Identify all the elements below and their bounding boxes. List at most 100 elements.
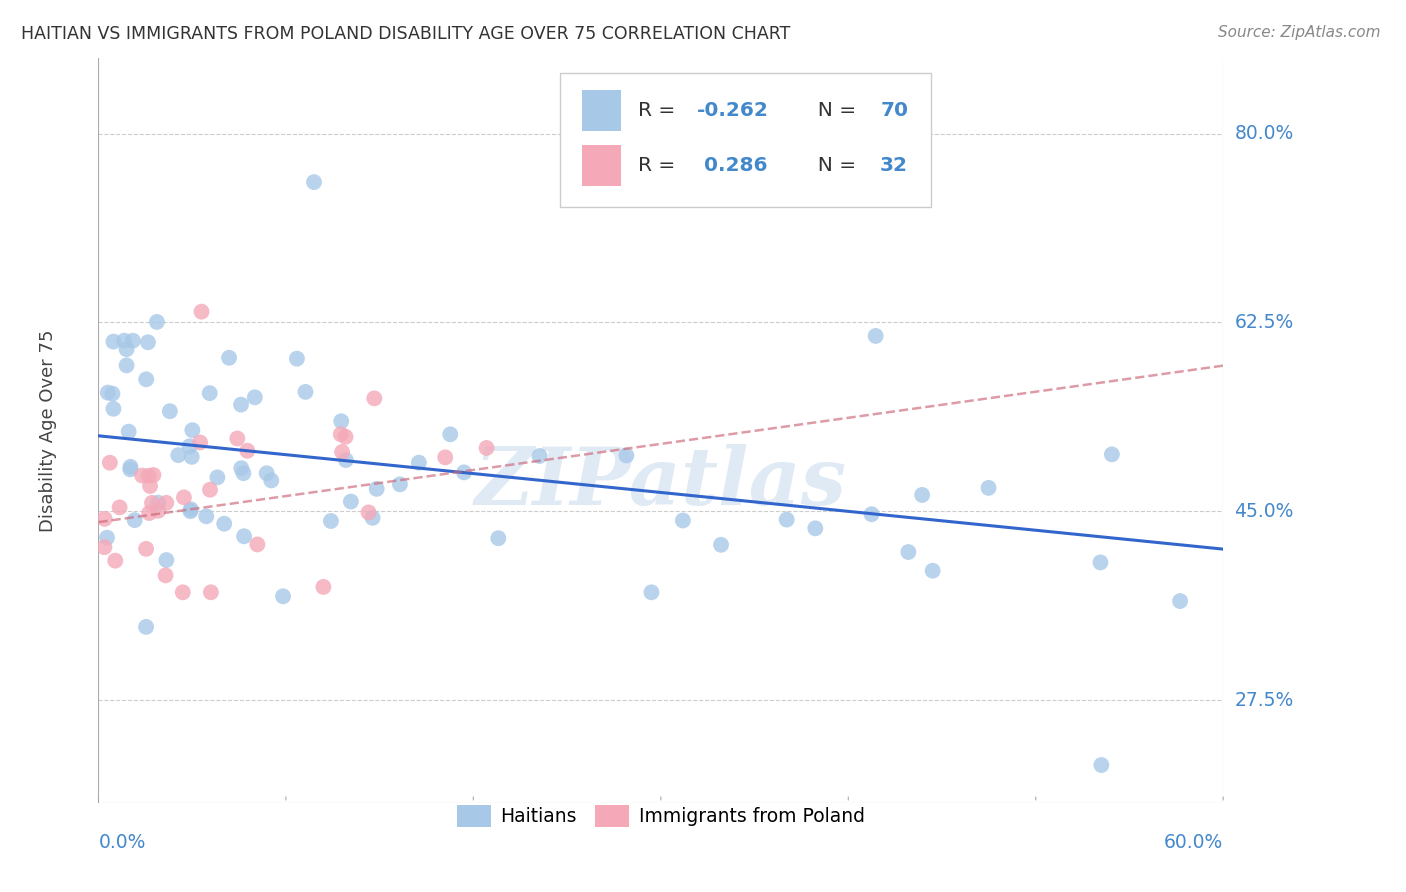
Point xyxy=(190,304,212,318)
Point xyxy=(260,474,283,488)
Point xyxy=(103,334,125,349)
Text: 27.5%: 27.5% xyxy=(1234,690,1294,710)
Point xyxy=(146,504,169,518)
Point xyxy=(233,529,256,543)
Text: R =: R = xyxy=(638,156,682,176)
Text: 60.0%: 60.0% xyxy=(1164,833,1223,853)
Point xyxy=(434,450,457,465)
Point xyxy=(294,384,316,399)
Point xyxy=(173,491,195,505)
FancyBboxPatch shape xyxy=(582,145,621,186)
Point xyxy=(155,496,177,510)
Point xyxy=(139,479,162,493)
Text: N =: N = xyxy=(804,156,862,176)
Point xyxy=(236,443,259,458)
Point xyxy=(103,401,125,416)
Point xyxy=(155,553,177,567)
Text: Disability Age Over 75: Disability Age Over 75 xyxy=(39,329,56,532)
Point xyxy=(207,470,229,484)
Text: 0.0%: 0.0% xyxy=(98,833,146,853)
Text: 32: 32 xyxy=(880,156,908,176)
Point xyxy=(672,514,695,528)
Point xyxy=(124,513,146,527)
Point xyxy=(860,507,883,521)
Point xyxy=(911,488,934,502)
Text: 0.286: 0.286 xyxy=(697,156,768,176)
Point xyxy=(93,540,115,554)
Point xyxy=(361,511,384,525)
Point xyxy=(312,580,335,594)
Point xyxy=(180,450,202,464)
Point xyxy=(138,468,160,483)
Point xyxy=(120,462,142,476)
Point xyxy=(529,449,551,463)
Point xyxy=(475,441,498,455)
Point xyxy=(357,505,380,519)
Point xyxy=(159,404,181,418)
Point xyxy=(640,585,662,599)
Point xyxy=(115,343,138,357)
Point xyxy=(486,531,509,545)
Point xyxy=(121,334,143,348)
Point xyxy=(146,315,169,329)
Point xyxy=(93,512,115,526)
Text: Source: ZipAtlas.com: Source: ZipAtlas.com xyxy=(1218,25,1381,40)
Point xyxy=(138,506,160,520)
Point xyxy=(118,425,141,439)
Point xyxy=(167,448,190,462)
Point xyxy=(142,467,165,482)
Point xyxy=(453,466,475,480)
Text: -0.262: -0.262 xyxy=(697,101,769,120)
Point xyxy=(141,496,163,510)
Point xyxy=(330,414,353,428)
Point xyxy=(135,372,157,386)
Point xyxy=(710,538,733,552)
Point xyxy=(1090,758,1112,772)
Point xyxy=(188,435,211,450)
Point xyxy=(195,509,218,524)
Point xyxy=(335,430,357,444)
Text: HAITIAN VS IMMIGRANTS FROM POLAND DISABILITY AGE OVER 75 CORRELATION CHART: HAITIAN VS IMMIGRANTS FROM POLAND DISABI… xyxy=(21,25,790,43)
Point xyxy=(319,514,342,528)
Point xyxy=(96,531,118,545)
Point xyxy=(271,589,294,603)
Point xyxy=(131,468,153,483)
Legend: Haitians, Immigrants from Poland: Haitians, Immigrants from Poland xyxy=(450,797,872,834)
Point xyxy=(98,456,121,470)
Point xyxy=(146,496,169,510)
Point xyxy=(335,453,357,467)
Point xyxy=(330,445,353,459)
Point xyxy=(977,481,1000,495)
Point xyxy=(302,175,325,189)
Point xyxy=(388,477,411,491)
Text: N =: N = xyxy=(804,101,862,120)
Point xyxy=(439,427,461,442)
FancyBboxPatch shape xyxy=(582,89,621,130)
Point xyxy=(366,482,388,496)
Point xyxy=(180,502,202,516)
Point xyxy=(135,620,157,634)
Point xyxy=(179,504,201,518)
Point xyxy=(212,516,235,531)
Point xyxy=(804,521,827,535)
Point xyxy=(1168,594,1191,608)
Point xyxy=(616,449,638,463)
Text: 70: 70 xyxy=(880,101,908,120)
Text: 45.0%: 45.0% xyxy=(1234,502,1294,521)
Point xyxy=(198,386,221,401)
Point xyxy=(172,585,194,599)
Point xyxy=(229,398,252,412)
Point xyxy=(115,359,138,373)
Point xyxy=(1090,555,1112,569)
Point xyxy=(363,392,385,406)
Point xyxy=(1101,447,1123,461)
Point xyxy=(329,427,352,442)
Point xyxy=(243,390,266,404)
Point xyxy=(200,585,222,599)
Point xyxy=(135,541,157,556)
Point xyxy=(112,334,135,348)
Point xyxy=(181,423,204,437)
Point xyxy=(179,439,201,453)
Point xyxy=(897,545,920,559)
Point xyxy=(198,483,221,497)
